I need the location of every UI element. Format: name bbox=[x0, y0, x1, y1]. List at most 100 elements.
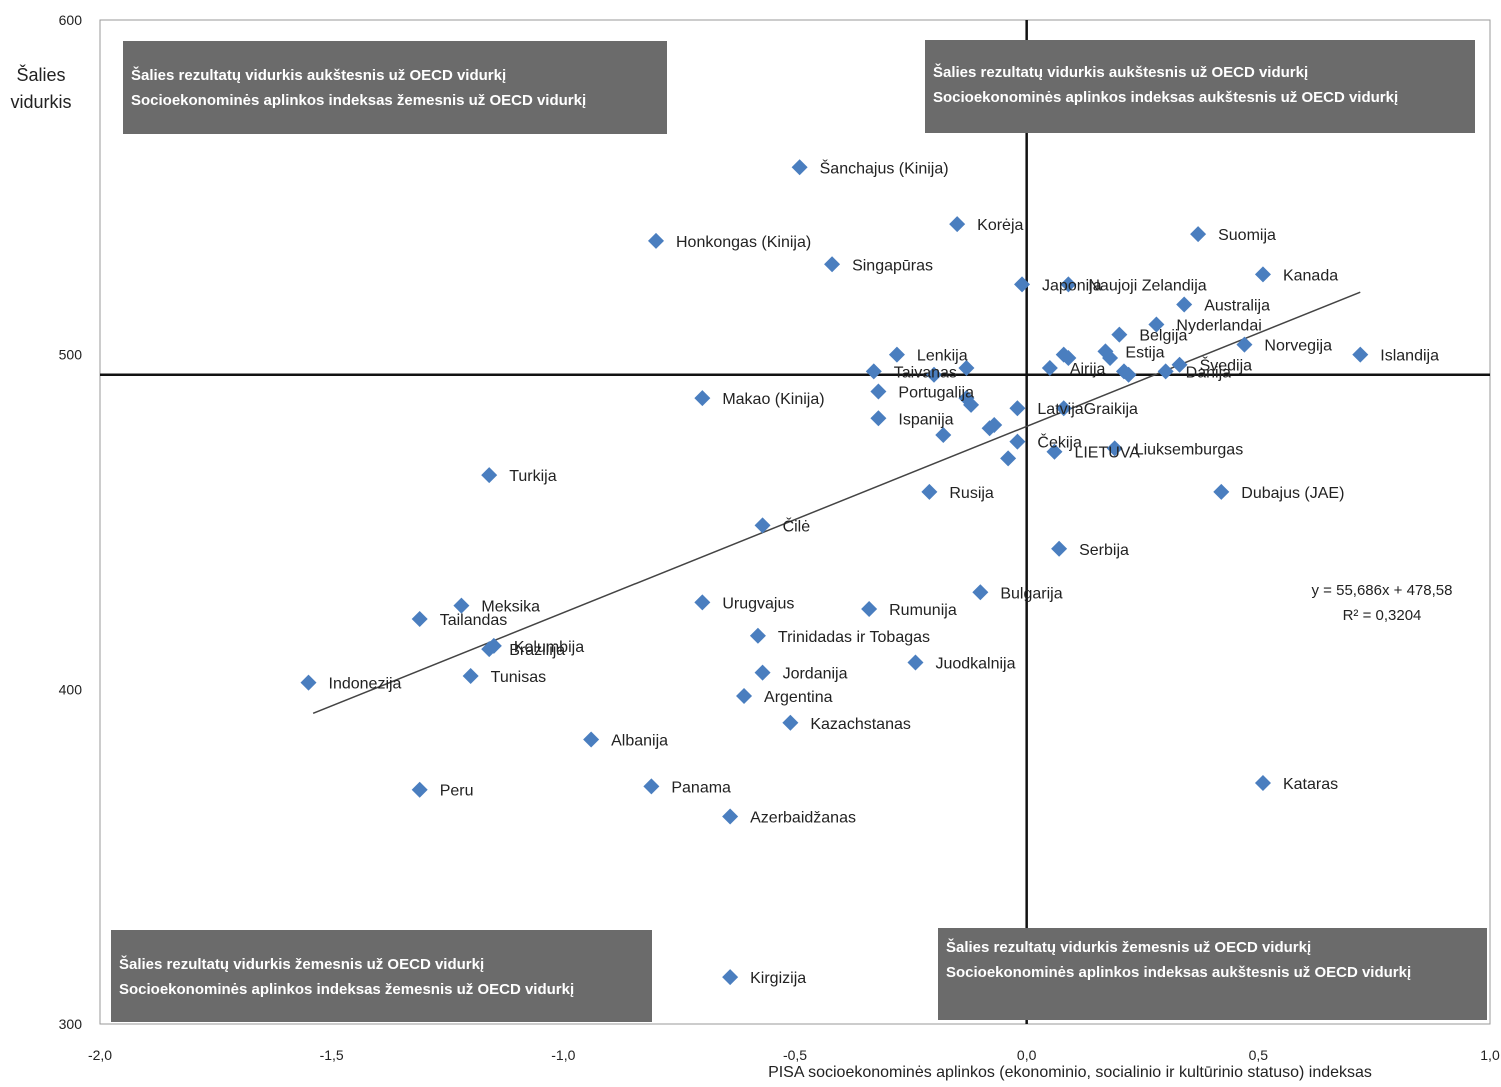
point-label: Tunisas bbox=[491, 669, 546, 686]
point-label: Latvija bbox=[1037, 401, 1083, 418]
point-label: Bulgarija bbox=[1000, 585, 1062, 602]
data-points bbox=[300, 159, 1369, 986]
point-label: Argentina bbox=[764, 689, 833, 706]
data-point bbox=[1014, 276, 1031, 293]
reference-lines bbox=[100, 20, 1490, 1024]
data-point bbox=[694, 390, 711, 407]
point-label: Čekija bbox=[1037, 433, 1082, 452]
data-point bbox=[1055, 400, 1072, 417]
point-label: Turkija bbox=[509, 468, 557, 485]
data-point bbox=[870, 383, 887, 400]
data-point bbox=[749, 627, 766, 644]
point-label: LIETUVA bbox=[1074, 445, 1140, 462]
data-point bbox=[972, 584, 989, 601]
data-point bbox=[791, 159, 808, 176]
point-label: Dubajus (JAE) bbox=[1241, 485, 1344, 502]
quadrant-box-bottom-right: Šalies rezultatų vidurkis žemesnis už OE… bbox=[938, 928, 1487, 1020]
data-point bbox=[1060, 350, 1077, 367]
data-point bbox=[1009, 433, 1026, 450]
point-label: Kolumbija bbox=[514, 639, 584, 656]
point-label: Kazachstanas bbox=[810, 716, 911, 733]
point-label: Suomija bbox=[1218, 227, 1276, 244]
point-label: Rusija bbox=[949, 485, 994, 502]
quadrant-line-2: Socioekonominės aplinkos indeksas aukšte… bbox=[946, 964, 1412, 981]
quadrant-box-top-right: Šalies rezultatų vidurkis aukštesnis už … bbox=[925, 40, 1475, 133]
x-tick-label: -1,0 bbox=[551, 1047, 575, 1063]
data-point bbox=[1352, 346, 1369, 363]
point-label: Singapūras bbox=[852, 257, 933, 274]
x-tick-label: 0,0 bbox=[1017, 1047, 1037, 1063]
data-point bbox=[583, 731, 600, 748]
point-label: Ispanija bbox=[898, 411, 953, 428]
data-point bbox=[926, 366, 942, 383]
data-point bbox=[481, 641, 498, 658]
regression-equation: y = 55,686x + 478,58 R² = 0,3204 bbox=[1284, 578, 1480, 628]
data-point bbox=[1190, 226, 1207, 243]
data-point bbox=[1000, 450, 1017, 467]
point-label: Peru bbox=[440, 783, 474, 800]
data-point bbox=[888, 346, 905, 363]
point-label: Airija bbox=[1070, 361, 1106, 378]
data-point bbox=[1041, 360, 1058, 377]
quadrant-line-1: Šalies rezultatų vidurkis žemesnis už OE… bbox=[119, 956, 485, 973]
point-label: Albanija bbox=[611, 733, 668, 750]
quadrant-line-1: Šalies rezultatų vidurkis žemesnis už OE… bbox=[946, 939, 1312, 956]
data-point bbox=[648, 232, 664, 249]
data-point bbox=[736, 688, 753, 705]
point-label: Brazilija bbox=[509, 642, 565, 659]
y-tick-label: 300 bbox=[59, 1016, 83, 1032]
data-point bbox=[643, 778, 660, 795]
x-tick-label: -0,5 bbox=[783, 1047, 807, 1063]
quadrant-line-1: Šalies rezultatų vidurkis aukštesnis už … bbox=[131, 67, 507, 84]
data-point bbox=[782, 714, 799, 731]
data-point bbox=[870, 410, 887, 427]
point-label: Panama bbox=[671, 779, 731, 796]
data-point bbox=[1051, 540, 1068, 557]
y-axis-title: Šalies vidurkis bbox=[10, 65, 72, 112]
point-label: Lenkija bbox=[917, 348, 968, 365]
data-point bbox=[935, 426, 952, 443]
y-tick-label: 400 bbox=[59, 681, 83, 697]
point-label: Tailandas bbox=[440, 612, 508, 629]
data-point bbox=[722, 969, 739, 986]
quadrant-box-top-left: Šalies rezultatų vidurkis aukštesnis už … bbox=[123, 41, 667, 134]
point-label: Kirgizija bbox=[750, 970, 806, 987]
point-label: Azerbaidžanas bbox=[750, 810, 856, 827]
quadrant-line-2: Socioekonominės aplinkos indeksas žemesn… bbox=[131, 92, 587, 109]
data-point bbox=[986, 416, 1003, 433]
y-tick-label: 500 bbox=[59, 347, 83, 363]
data-point bbox=[1254, 266, 1271, 283]
point-label: Islandija bbox=[1380, 348, 1439, 365]
point-label: Šanchajus (Kinija) bbox=[820, 158, 949, 177]
data-point bbox=[949, 216, 966, 233]
data-point bbox=[1009, 400, 1026, 417]
point-label: Korėja bbox=[977, 217, 1023, 234]
regression-line bbox=[312, 291, 1361, 715]
x-tick-label: -2,0 bbox=[88, 1047, 112, 1063]
quadrant-line-2: Socioekonominės aplinkos indeksas žemesn… bbox=[119, 981, 575, 998]
point-label: Taivanas bbox=[894, 364, 957, 381]
data-point bbox=[1176, 296, 1193, 313]
data-point bbox=[958, 390, 975, 407]
data-point bbox=[411, 781, 428, 798]
trendline bbox=[312, 291, 1361, 715]
x-tick-label: 1,0 bbox=[1480, 1047, 1500, 1063]
data-point bbox=[1157, 363, 1174, 380]
x-axis-title: PISA socioekonominės aplinkos (ekonomini… bbox=[768, 1064, 1372, 1081]
data-point bbox=[694, 594, 711, 611]
point-label: Makao (Kinija) bbox=[722, 391, 824, 408]
point-label: Kanada bbox=[1283, 267, 1338, 284]
quadrant-line-2: Socioekonominės aplinkos indeksas aukšte… bbox=[933, 89, 1399, 106]
point-label: Urugvajus bbox=[722, 595, 794, 612]
data-point bbox=[754, 664, 771, 681]
data-point bbox=[453, 597, 470, 614]
point-label: Danija bbox=[1186, 364, 1231, 381]
point-labels: Šanchajus (Kinija) Korėja Honkongas (Kinij… bbox=[329, 158, 1440, 987]
point-label: Honkongas (Kinija) bbox=[676, 234, 811, 251]
data-point bbox=[865, 363, 882, 380]
data-point bbox=[1097, 343, 1114, 360]
point-label: Liuksemburgas bbox=[1135, 441, 1244, 458]
point-label: Čilė bbox=[783, 516, 811, 535]
data-point bbox=[1171, 356, 1188, 373]
